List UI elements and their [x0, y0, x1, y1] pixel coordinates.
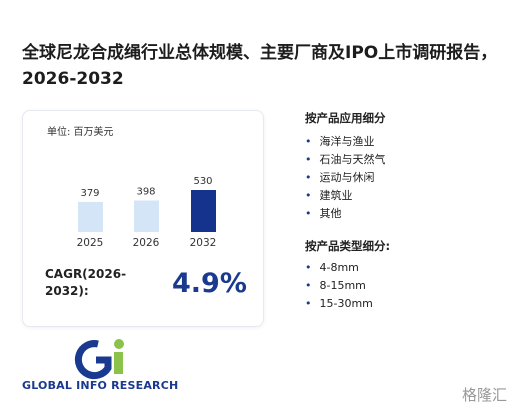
watermark: 格隆汇 [462, 386, 508, 404]
segment-item: 4-8mm [305, 261, 359, 274]
logo-text: GLOBAL INFO RESEARCH [22, 379, 179, 392]
chart: 379 2025 398 2026 530 2032 [77, 176, 217, 249]
bar [78, 201, 103, 232]
segment-item: 其他 [305, 205, 342, 221]
cagr-value: 4.9% [172, 268, 247, 299]
x-tick-label: 2025 [77, 237, 104, 249]
value-label: 379 [80, 188, 99, 199]
segment-item: 海洋与渔业 [305, 133, 375, 149]
unit: 单位: 百万美元 [47, 127, 114, 138]
card [22, 110, 264, 327]
segment-title: 按产品应用细分 [305, 111, 386, 125]
cagr-label: CAGR(2026-2032): [45, 267, 127, 298]
x-tick-label: 2032 [190, 237, 217, 249]
value-label: 530 [193, 176, 212, 187]
x-tick-label: 2026 [133, 237, 160, 249]
segment-item: 15-30mm [305, 297, 373, 310]
segment-item: 运动与休闲 [305, 169, 375, 185]
segment-title: 按产品类型细分: [305, 239, 391, 253]
segment-item: 石油与天然气 [305, 151, 386, 167]
bar [191, 190, 216, 232]
segment-item: 建筑业 [305, 187, 353, 203]
title: 全球尼龙合成绳行业总体规模、主要厂商及IPO上市调研报告，2026-2032 [22, 43, 498, 89]
value-label: 398 [136, 186, 155, 197]
bar [134, 200, 159, 232]
segment-item: 8-15mm [305, 279, 366, 292]
logo-mark [74, 339, 124, 380]
